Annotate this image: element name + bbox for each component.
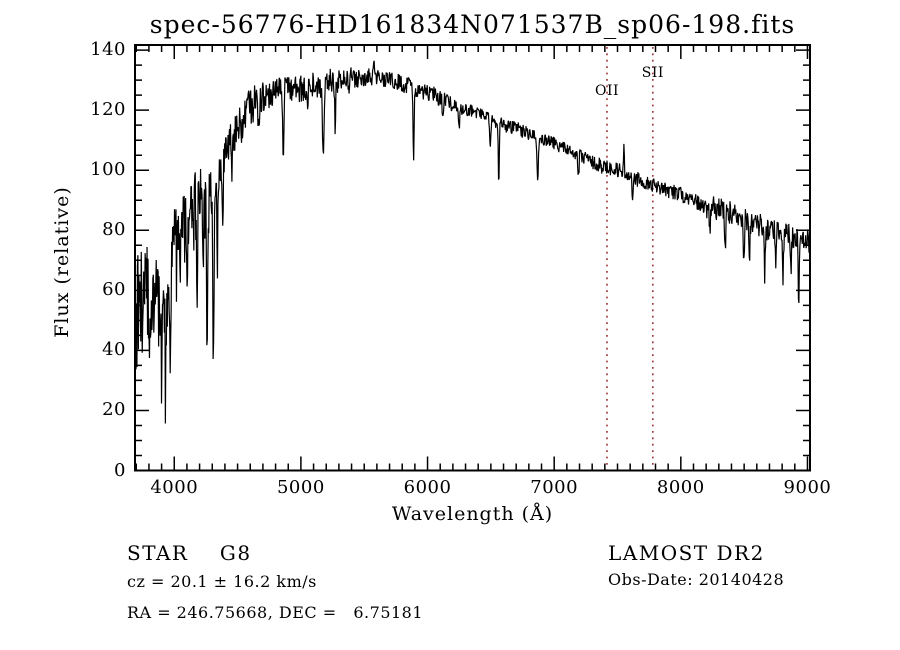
y-tick-label: 80	[102, 219, 126, 241]
x-tick-label: 9000	[783, 477, 832, 498]
y-tick-label: 120	[90, 99, 126, 121]
line-marker-label-oii: OII	[594, 83, 620, 99]
y-tick-label: 60	[102, 279, 126, 301]
y-axis-label: Flux (relative)	[51, 186, 73, 338]
y-tick-label: 100	[90, 159, 126, 181]
object-class-text: STAR G8	[127, 541, 252, 565]
x-tick-label: 8000	[656, 477, 705, 498]
x-tick-label: 4000	[150, 477, 199, 498]
x-tick-label: 6000	[403, 477, 452, 498]
y-tick-label: 40	[102, 339, 126, 361]
ra-dec-text: RA = 246.75668, DEC = 6.75181	[127, 603, 424, 622]
survey-name-text: LAMOST DR2	[608, 541, 765, 565]
x-axis-label: Wavelength (Å)	[391, 503, 554, 525]
y-tick-label: 140	[90, 39, 126, 61]
y-tick-label: 0	[114, 459, 126, 481]
cz-velocity-text: cz = 20.1 ± 16.2 km/s	[127, 572, 317, 591]
x-tick-label: 7000	[530, 477, 579, 498]
plot-title: spec-56776-HD161834N071537B_sp06-198.fit…	[149, 10, 796, 39]
x-tick-label: 5000	[276, 477, 325, 498]
y-tick-label: 20	[102, 399, 126, 421]
obs-date-text: Obs-Date: 20140428	[608, 570, 785, 589]
line-marker-label-sii: SII	[641, 65, 664, 81]
